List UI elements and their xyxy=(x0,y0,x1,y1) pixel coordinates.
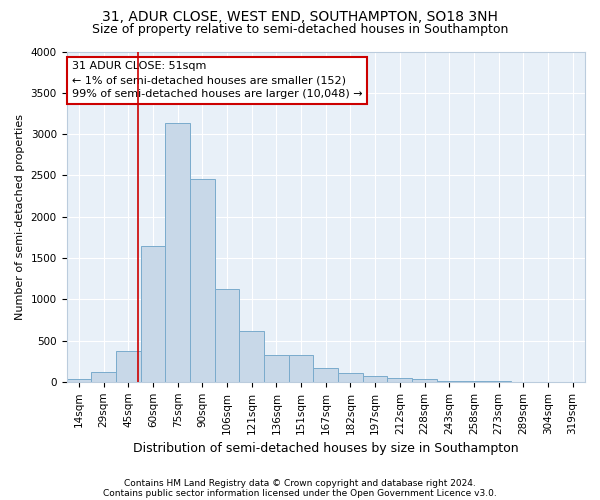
Bar xyxy=(91,372,116,382)
Bar xyxy=(338,372,363,382)
Bar xyxy=(363,376,388,382)
Bar xyxy=(165,124,190,382)
Text: 31 ADUR CLOSE: 51sqm
← 1% of semi-detached houses are smaller (152)
99% of semi-: 31 ADUR CLOSE: 51sqm ← 1% of semi-detach… xyxy=(72,62,362,100)
X-axis label: Distribution of semi-detached houses by size in Southampton: Distribution of semi-detached houses by … xyxy=(133,442,518,455)
Bar xyxy=(437,380,461,382)
Text: 31, ADUR CLOSE, WEST END, SOUTHAMPTON, SO18 3NH: 31, ADUR CLOSE, WEST END, SOUTHAMPTON, S… xyxy=(102,10,498,24)
Bar xyxy=(215,288,239,382)
Y-axis label: Number of semi-detached properties: Number of semi-detached properties xyxy=(15,114,25,320)
Text: Size of property relative to semi-detached houses in Southampton: Size of property relative to semi-detach… xyxy=(92,22,508,36)
Bar xyxy=(264,356,289,382)
Bar xyxy=(239,330,264,382)
Bar xyxy=(412,380,437,382)
Bar xyxy=(388,378,412,382)
Bar xyxy=(313,368,338,382)
Text: Contains public sector information licensed under the Open Government Licence v3: Contains public sector information licen… xyxy=(103,488,497,498)
Bar xyxy=(289,356,313,382)
Bar xyxy=(190,178,215,382)
Text: Contains HM Land Registry data © Crown copyright and database right 2024.: Contains HM Land Registry data © Crown c… xyxy=(124,478,476,488)
Bar xyxy=(67,380,91,382)
Bar xyxy=(140,246,165,382)
Bar xyxy=(461,381,486,382)
Bar xyxy=(116,352,140,382)
